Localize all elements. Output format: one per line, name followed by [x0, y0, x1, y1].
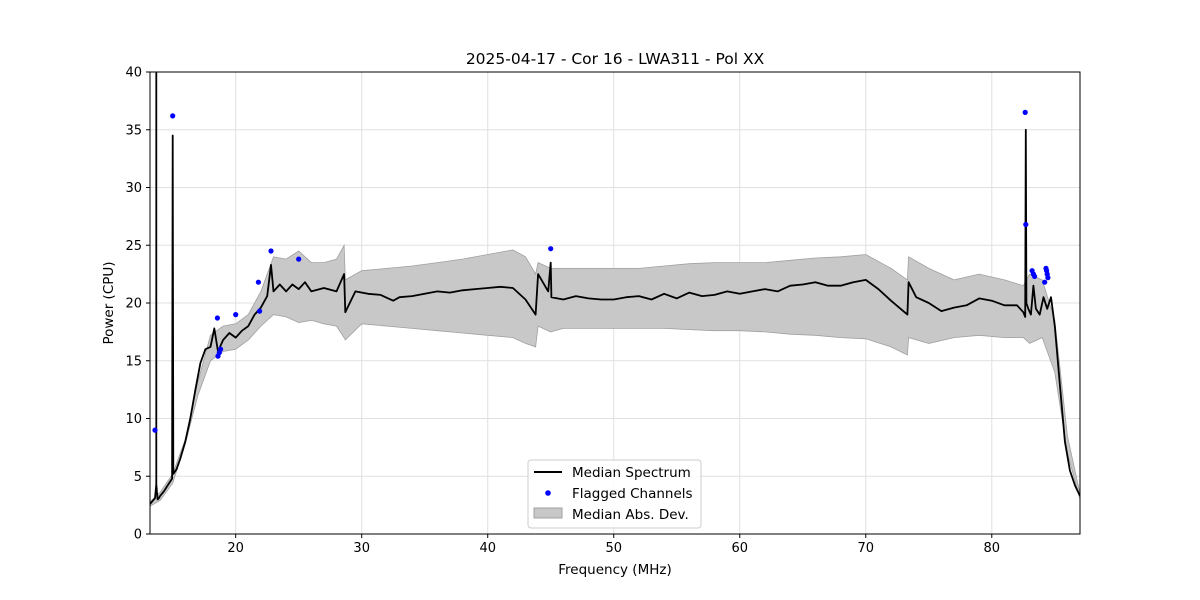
flagged-channel-point [218, 346, 224, 352]
flagged-channel-point [296, 256, 302, 262]
y-axis-label: Power (CPU) [101, 261, 117, 344]
x-tick-label: 20 [227, 541, 244, 556]
y-tick-label: 0 [134, 528, 142, 543]
flagged-channel-point [268, 248, 274, 254]
x-tick-label: 30 [353, 541, 370, 556]
flagged-channel-point [233, 312, 239, 318]
x-tick-label: 60 [731, 541, 748, 556]
legend-flagged-label: Flagged Channels [572, 486, 693, 502]
flagged-channel-point [214, 315, 220, 321]
y-tick-label: 40 [125, 66, 142, 81]
y-axis: 0 5 10 15 20 25 30 35 40 [125, 66, 150, 543]
y-tick-label: 10 [125, 412, 142, 427]
flagged-channel-point [1023, 221, 1029, 228]
flagged-channel-point [1032, 273, 1038, 279]
y-tick-label: 20 [125, 297, 142, 312]
median-abs-dev-band [150, 243, 1080, 507]
flagged-channel-point [1022, 109, 1028, 115]
flagged-channel-point [152, 427, 158, 433]
y-tick-label: 25 [125, 239, 142, 254]
y-tick-label: 15 [125, 354, 142, 369]
x-tick-label: 70 [857, 541, 874, 556]
legend: Median Spectrum Flagged Channels Median … [527, 459, 702, 529]
x-axis: 20 30 40 50 60 70 80 [227, 534, 1000, 556]
legend-mad-label: Median Abs. Dev. [572, 507, 689, 523]
x-tick-label: 80 [984, 541, 1001, 556]
flagged-channel-point [170, 113, 176, 119]
flagged-channels [152, 109, 1051, 433]
legend-flagged-swatch [545, 490, 551, 496]
y-tick-label: 5 [134, 470, 142, 485]
flagged-channel-point [257, 308, 263, 314]
legend-median-label: Median Spectrum [572, 465, 691, 481]
flagged-channel-point [1045, 275, 1051, 281]
legend-box [527, 459, 702, 529]
legend-mad-swatch [533, 507, 563, 519]
median-spectrum-line [150, 72, 1080, 505]
x-axis-label: Frequency (MHz) [558, 562, 671, 578]
y-tick-label: 30 [125, 181, 142, 196]
flagged-channel-point [548, 246, 554, 252]
flagged-channel-point [1042, 279, 1048, 285]
flagged-channel-point [255, 279, 261, 285]
chart-title: 2025-04-17 - Cor 16 - LWA311 - Pol XX [466, 50, 765, 68]
x-tick-label: 50 [605, 541, 622, 556]
y-tick-label: 35 [125, 123, 142, 138]
x-tick-label: 40 [479, 541, 496, 556]
plot-content [150, 72, 1080, 507]
